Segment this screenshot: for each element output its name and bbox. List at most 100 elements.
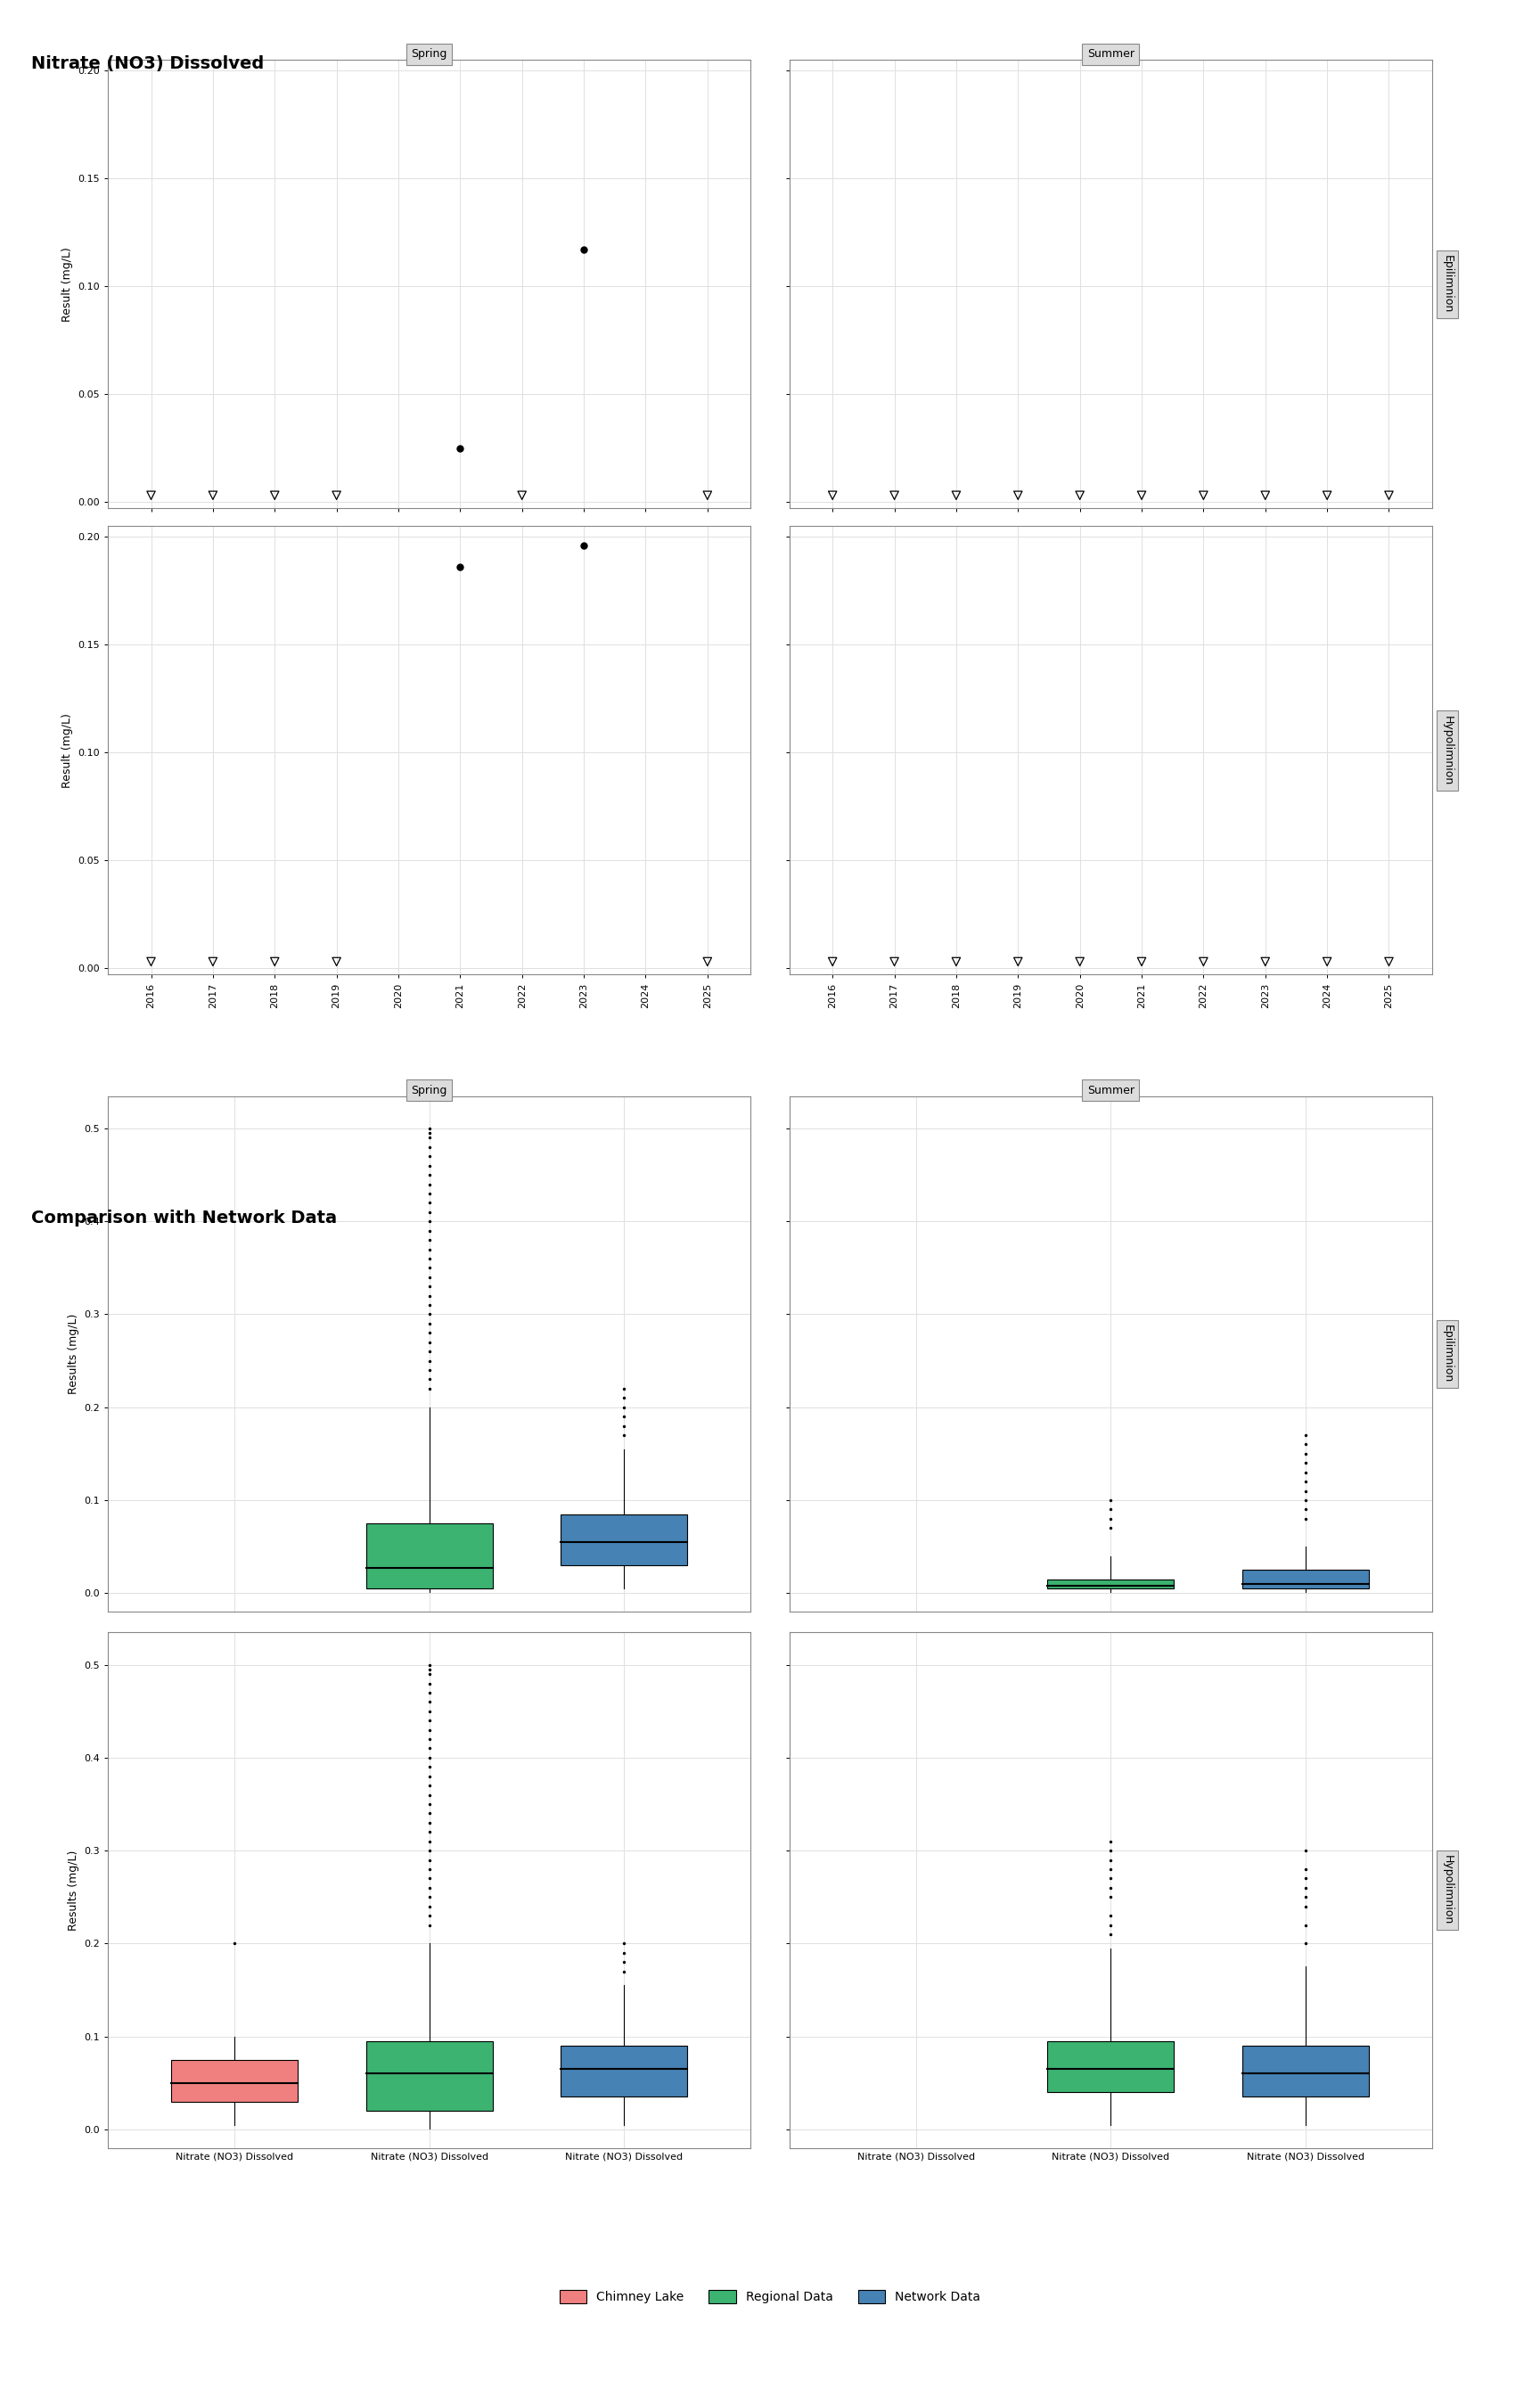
Point <box>417 1656 442 1694</box>
Point <box>1294 1924 1318 1962</box>
Point <box>1294 1481 1318 1519</box>
Point <box>417 1277 442 1315</box>
Point <box>325 477 350 515</box>
Point <box>417 1342 442 1380</box>
Point <box>417 1821 442 1859</box>
Point <box>611 1934 636 1972</box>
Point <box>417 1296 442 1335</box>
Bar <box>561 1514 687 1565</box>
Point <box>1294 1452 1318 1490</box>
Legend: Chimney Lake, Regional Data, Network Data: Chimney Lake, Regional Data, Network Dat… <box>554 2286 986 2307</box>
Point <box>1067 942 1092 980</box>
Title: Spring: Spring <box>411 1085 447 1095</box>
Point <box>417 1878 442 1917</box>
Point <box>417 1229 442 1267</box>
Text: Hypolimnion: Hypolimnion <box>1441 1855 1454 1924</box>
Point <box>1294 1416 1318 1454</box>
Point <box>417 1138 442 1176</box>
Point <box>417 1859 442 1898</box>
Point <box>1294 1859 1318 1898</box>
Point <box>417 1766 442 1804</box>
Point <box>1098 1840 1123 1878</box>
Point <box>821 942 845 980</box>
Point <box>1294 1500 1318 1538</box>
Text: Comparison with Network Data: Comparison with Network Data <box>31 1210 337 1227</box>
Point <box>417 1258 442 1296</box>
Point <box>1098 1481 1123 1519</box>
Point <box>417 1701 442 1739</box>
Point <box>1294 1888 1318 1926</box>
Point <box>417 1898 442 1936</box>
Point <box>417 1239 442 1277</box>
Point <box>1098 1878 1123 1917</box>
Point <box>1098 1821 1123 1859</box>
Point <box>1098 1914 1123 1953</box>
Point <box>1294 1869 1318 1907</box>
Point <box>417 1646 442 1684</box>
Title: Summer: Summer <box>1087 48 1135 60</box>
Point <box>1254 477 1278 515</box>
Point <box>1377 477 1401 515</box>
Point <box>1294 1445 1318 1483</box>
Point <box>417 1145 442 1184</box>
Point <box>417 1869 442 1907</box>
Point <box>417 1682 442 1720</box>
Point <box>1190 477 1215 515</box>
Point <box>611 1397 636 1435</box>
Text: Epilimnion: Epilimnion <box>1441 1325 1454 1382</box>
Point <box>1098 1898 1123 1936</box>
Point <box>944 477 969 515</box>
Point <box>611 1953 636 1991</box>
Point <box>1006 942 1030 980</box>
Point <box>417 1193 442 1232</box>
Point <box>611 1378 636 1416</box>
Point <box>417 1850 442 1888</box>
Point <box>1098 1500 1123 1538</box>
Point <box>417 1692 442 1730</box>
Point <box>882 477 907 515</box>
Point <box>417 1332 442 1371</box>
Text: Epilimnion: Epilimnion <box>1441 254 1454 314</box>
Point <box>1098 1831 1123 1869</box>
Point <box>695 942 719 980</box>
Point <box>1254 942 1278 980</box>
Point <box>448 549 473 587</box>
Point <box>417 1323 442 1361</box>
Point <box>1098 1859 1123 1898</box>
Point <box>1190 942 1215 980</box>
Point <box>417 1888 442 1926</box>
Point <box>1129 477 1153 515</box>
Point <box>417 1739 442 1778</box>
Point <box>417 1804 442 1843</box>
Point <box>417 1303 442 1342</box>
Point <box>417 1785 442 1823</box>
Bar <box>1243 2046 1369 2096</box>
Point <box>417 1795 442 1833</box>
Point <box>611 1924 636 1962</box>
Point <box>417 1840 442 1878</box>
Point <box>417 1371 442 1409</box>
Point <box>611 1371 636 1409</box>
Point <box>417 1203 442 1241</box>
Point <box>139 477 163 515</box>
Point <box>417 1651 442 1689</box>
Point <box>417 1184 442 1222</box>
Y-axis label: Results (mg/L): Results (mg/L) <box>68 1313 79 1394</box>
Title: Spring: Spring <box>411 48 447 60</box>
Point <box>1098 1850 1123 1888</box>
Point <box>611 1387 636 1426</box>
Point <box>417 1114 442 1152</box>
Point <box>139 942 163 980</box>
Bar <box>171 2061 297 2101</box>
Y-axis label: Result (mg/L): Result (mg/L) <box>62 247 72 321</box>
Point <box>611 1416 636 1454</box>
Point <box>1377 942 1401 980</box>
Point <box>417 1164 442 1203</box>
Point <box>417 1756 442 1795</box>
Point <box>417 1222 442 1260</box>
Point <box>417 1672 442 1711</box>
Point <box>571 527 596 565</box>
Point <box>417 1109 442 1148</box>
Point <box>571 230 596 268</box>
Point <box>417 1119 442 1157</box>
